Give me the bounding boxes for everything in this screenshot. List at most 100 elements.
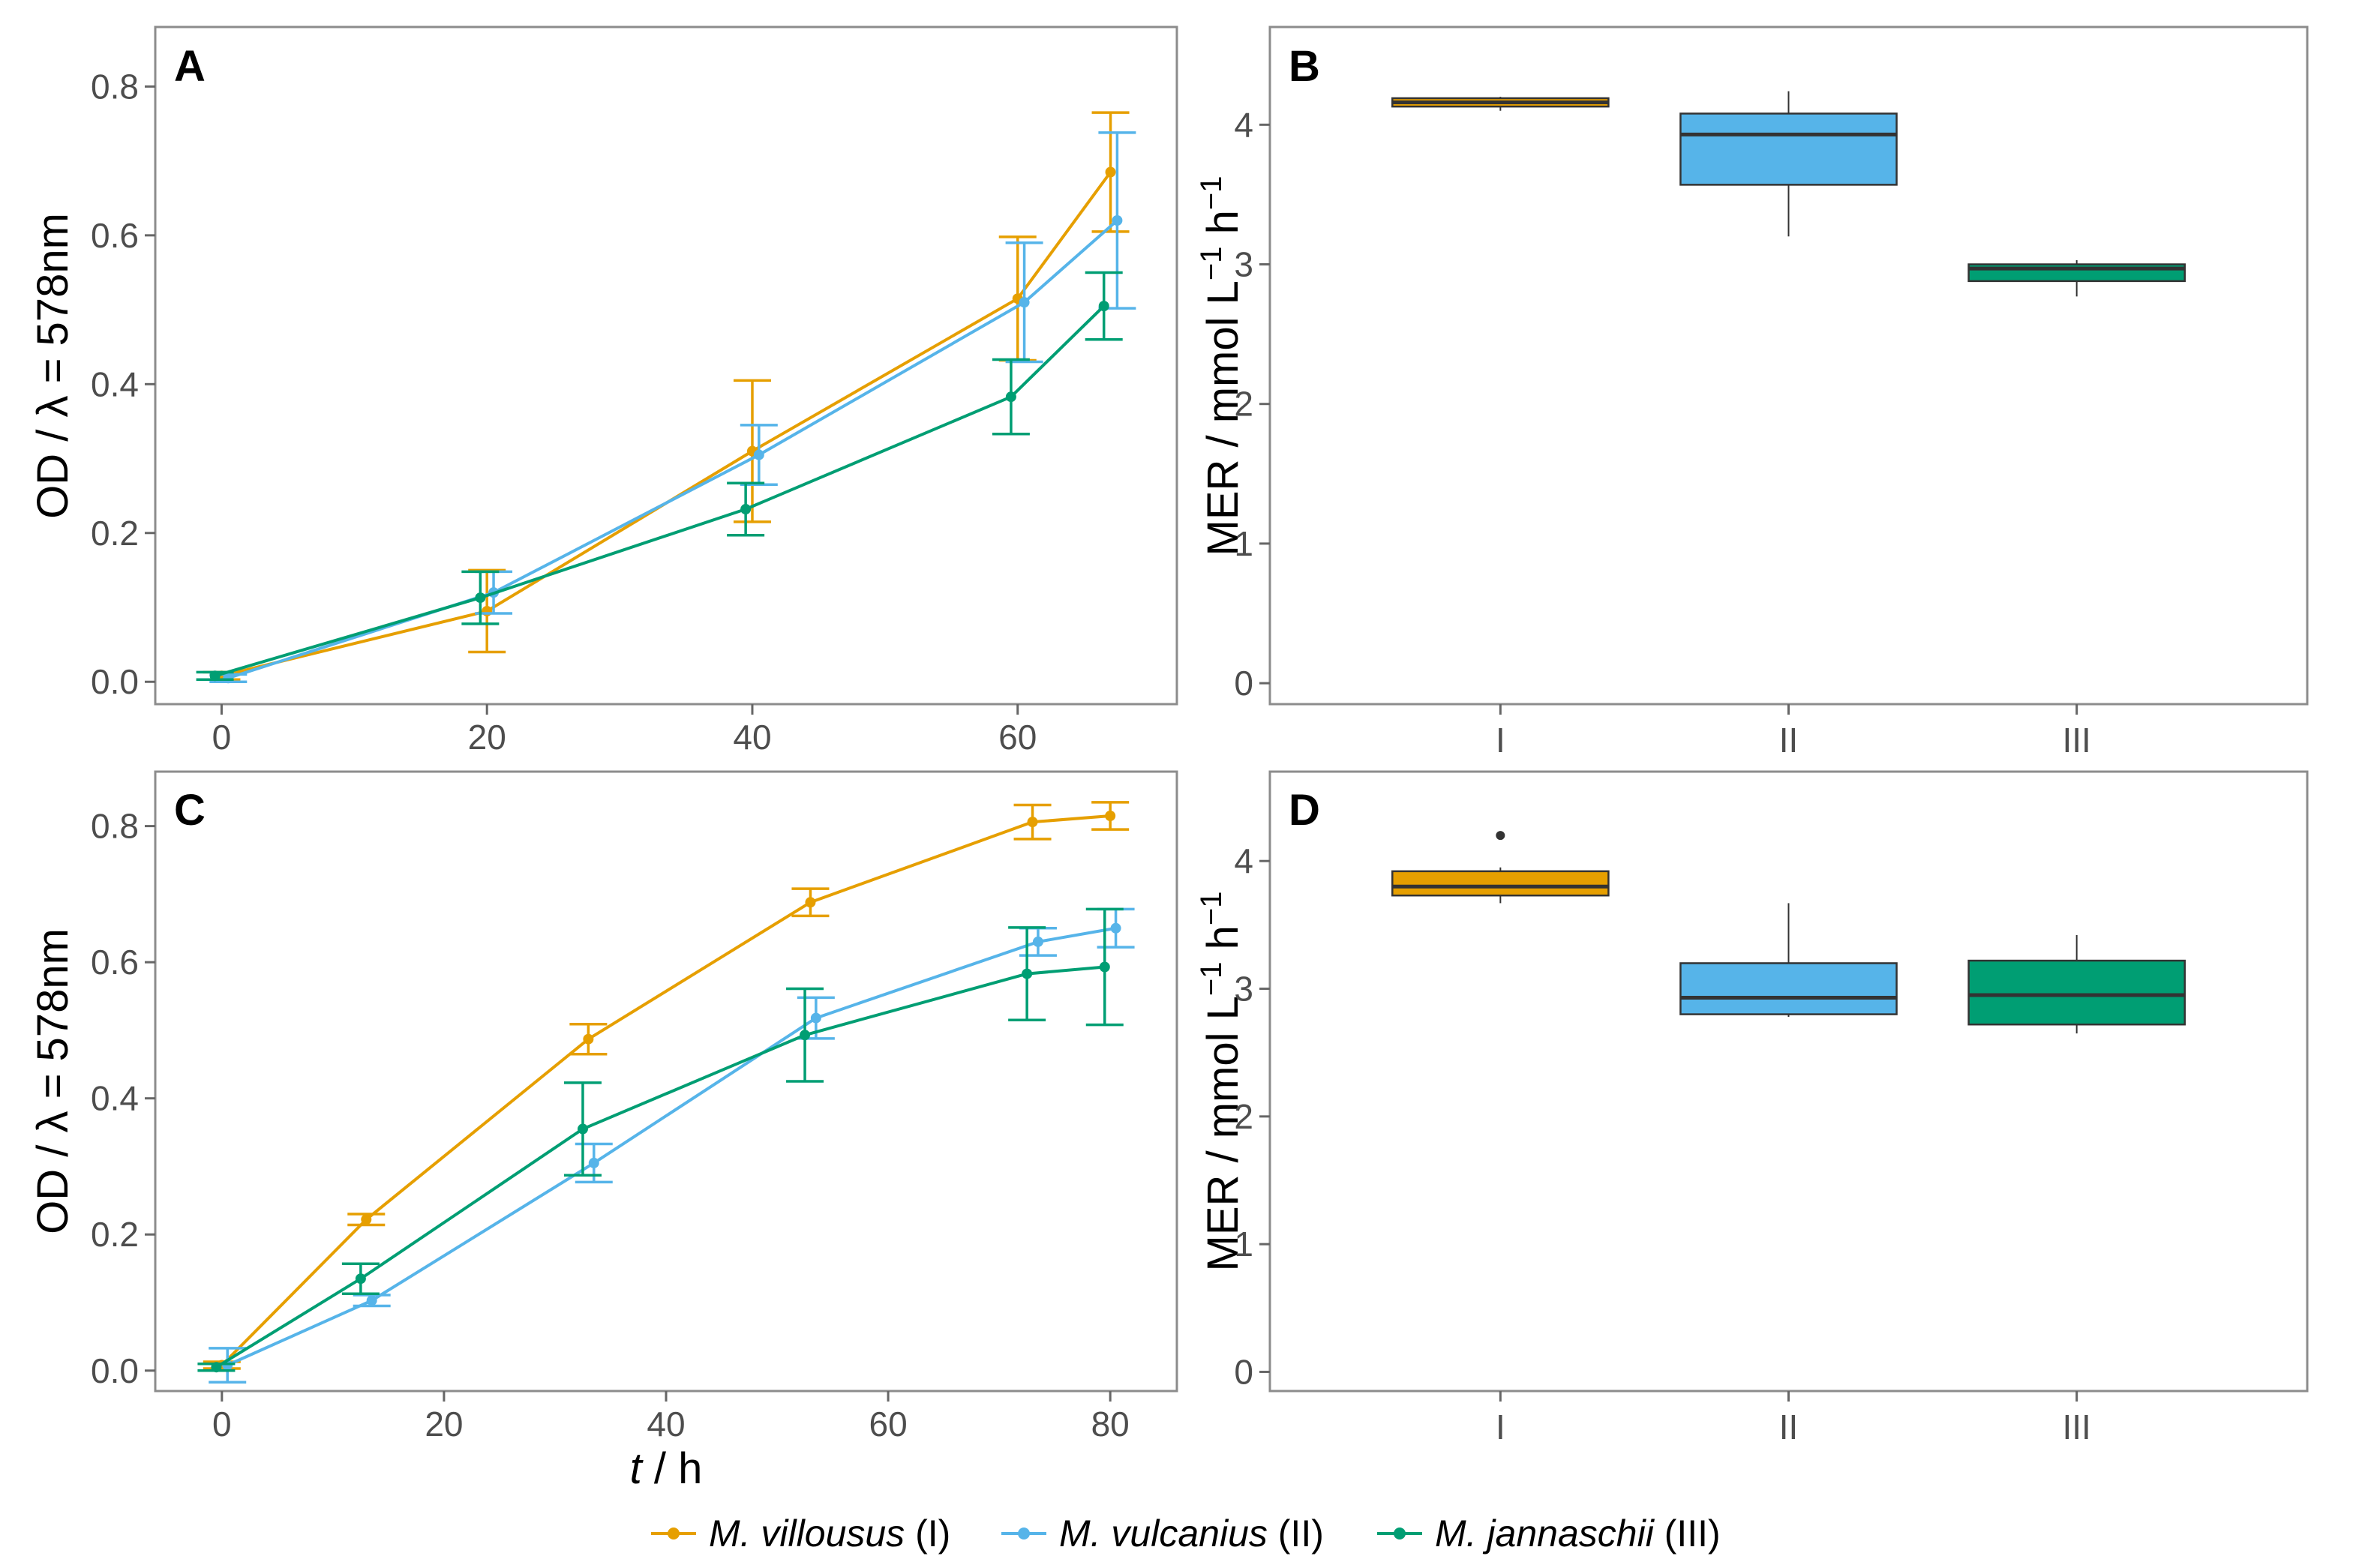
panel-c-data-point bbox=[1099, 961, 1110, 973]
panel-a-series-line bbox=[215, 304, 1106, 678]
legend-species-name: M. jannaschii bbox=[1435, 1513, 1655, 1555]
legend: M. villousus (I) M. vulcanius (II) M. ja… bbox=[651, 1513, 1721, 1555]
panel-a-data-point bbox=[1105, 166, 1116, 178]
panel-d-y-tick-label: 4 bbox=[1234, 841, 1253, 880]
panel-d-border bbox=[1268, 770, 2309, 1393]
panel-b-y-tick-label: 3 bbox=[1234, 245, 1253, 284]
panel-c-label: C bbox=[174, 786, 206, 835]
panel-c-x-tick-label: 80 bbox=[1091, 1405, 1130, 1444]
panel-c-x-tick-label: 0 bbox=[212, 1405, 232, 1444]
panel-b-label: B bbox=[1289, 42, 1320, 91]
panel-d-y-axis-title: MER / mmol L−1 h−1 bbox=[1195, 892, 1247, 1272]
panel-a-series-vulcanius bbox=[209, 131, 1136, 684]
panel-c-data-point bbox=[1105, 811, 1116, 821]
panel-d-x-tick-label: I bbox=[1496, 1408, 1505, 1447]
panel-a-border bbox=[154, 25, 1178, 706]
panel-b-x-tick-label: II bbox=[1779, 721, 1799, 760]
panel-c-data-point bbox=[1110, 922, 1121, 934]
panel-c-y-tick-label: 0.8 bbox=[91, 807, 139, 846]
panel-d-y-tick-label: 2 bbox=[1234, 1097, 1253, 1136]
panel-c-data-point bbox=[800, 1030, 811, 1041]
panel-d-label: D bbox=[1289, 786, 1320, 835]
panel-d-box-villousus bbox=[1391, 831, 1610, 904]
panel-d-y-tick-label: 3 bbox=[1234, 970, 1253, 1009]
panel-b-y-title-mid: h bbox=[1199, 210, 1247, 246]
panel-d-y-tick-label: 0 bbox=[1234, 1352, 1253, 1391]
panel-a-series-line bbox=[221, 171, 1112, 678]
legend-key-point bbox=[1394, 1528, 1406, 1540]
panel-c-data-point bbox=[361, 1214, 372, 1225]
panel-a-y-tick-label: 0.4 bbox=[91, 364, 139, 403]
legend-species-numeral: (III) bbox=[1654, 1513, 1721, 1555]
legend-item-vulcanius: M. vulcanius (II) bbox=[1001, 1513, 1324, 1555]
panel-b-y-tick-label: 2 bbox=[1234, 385, 1253, 424]
legend-key-point bbox=[668, 1528, 680, 1540]
panel-b-x-tick-label: III bbox=[2062, 721, 2090, 760]
panel-d-box-iqr bbox=[1967, 959, 2186, 1026]
legend-item-jannaschii: M. jannaschii (III) bbox=[1377, 1513, 1721, 1555]
panel-d-y-tick-label: 1 bbox=[1234, 1225, 1253, 1264]
panel-c-x-title-unit: / h bbox=[642, 1444, 703, 1493]
panel-a-data-point bbox=[482, 605, 493, 616]
panel-a-data-point bbox=[1005, 391, 1016, 403]
panel-a-series-jannaschii bbox=[196, 271, 1123, 682]
panel-d-box-jannaschii bbox=[1967, 934, 2186, 1034]
panel-b-box-iqr bbox=[1679, 112, 1898, 186]
legend-key-point bbox=[1018, 1528, 1030, 1540]
panel-a-series-line bbox=[227, 219, 1118, 680]
panel-c-series-vulcanius bbox=[209, 907, 1135, 1384]
panel-a-x-tick-label: 60 bbox=[998, 718, 1037, 757]
panel-c-x-axis-title: t / h bbox=[630, 1444, 703, 1493]
panel-b-box-jannaschii bbox=[1967, 259, 2186, 297]
legend-label-vulcanius: M. vulcanius (II) bbox=[1059, 1513, 1324, 1555]
panel-b-y-axis-title: MER / mmol L−1 h−1 bbox=[1195, 176, 1247, 556]
panel-c-data-point bbox=[366, 1295, 377, 1306]
panel-d-x-tick-label: II bbox=[1779, 1408, 1799, 1447]
panel-c-x-title-var: t bbox=[630, 1444, 644, 1493]
panel-c-data-point bbox=[577, 1123, 588, 1135]
panel-c-data-point bbox=[355, 1273, 366, 1285]
panel-b-x-tick-label: I bbox=[1496, 721, 1505, 760]
panel-d-y-title-sup2: −1 bbox=[1195, 892, 1228, 926]
panel-a-growth-curve: A OD / λ = 578nm 0.0 0.2 0.4 0.6 0.8 0 20 40 60 bbox=[29, 25, 1178, 757]
panel-a-y-tick-label: 0.8 bbox=[91, 67, 139, 106]
panel-a-data-point bbox=[753, 449, 764, 460]
panel-c-growth-curve: C OD / λ = 578nm t / h 0.0 0.2 0.4 0.6 0.8 0 2… bbox=[29, 770, 1178, 1493]
panel-d-x-tick-label: III bbox=[2062, 1408, 2090, 1447]
panel-d-outlier-point bbox=[1496, 831, 1505, 841]
panel-b-y-tick-label: 4 bbox=[1234, 105, 1253, 144]
panel-c-series-line bbox=[227, 926, 1116, 1367]
legend-label-villousus: M. villousus (I) bbox=[709, 1513, 950, 1555]
panel-a-series-villousus bbox=[203, 111, 1130, 682]
panel-c-y-tick-label: 0.4 bbox=[91, 1079, 139, 1118]
panel-a-data-point bbox=[1019, 297, 1030, 308]
panel-b-y-tick-label: 1 bbox=[1234, 524, 1253, 563]
legend-species-numeral: (I) bbox=[905, 1513, 950, 1555]
legend-species-name: M. vulcanius bbox=[1059, 1513, 1268, 1555]
panel-b-y-title-sup2: −1 bbox=[1195, 176, 1228, 211]
panel-d-y-title-sup1: −1 bbox=[1195, 962, 1228, 997]
legend-item-villousus: M. villousus (I) bbox=[651, 1513, 950, 1555]
panel-c-series-villousus bbox=[203, 801, 1130, 1371]
panel-b-y-title-sup1: −1 bbox=[1195, 247, 1228, 281]
panel-c-y-tick-label: 0.2 bbox=[91, 1215, 139, 1254]
panel-d-box-iqr bbox=[1391, 870, 1610, 897]
panel-c-series-line bbox=[221, 814, 1111, 1366]
panel-c-data-point bbox=[1022, 968, 1033, 979]
panel-c-border bbox=[154, 770, 1178, 1393]
panel-d-box-iqr bbox=[1679, 962, 1898, 1015]
panel-a-y-tick-label: 0.0 bbox=[91, 662, 139, 701]
panel-a-data-point bbox=[1112, 215, 1123, 226]
panel-c-data-point bbox=[1027, 817, 1038, 828]
panel-c-x-tick-label: 60 bbox=[869, 1405, 908, 1444]
panel-a-data-point bbox=[209, 670, 221, 682]
panel-a-data-point bbox=[740, 504, 752, 515]
panel-c-y-axis-title: OD / λ = 578nm bbox=[29, 928, 77, 1234]
panel-c-y-tick-label: 0.6 bbox=[91, 943, 139, 982]
panel-c-x-tick-label: 40 bbox=[647, 1405, 685, 1444]
panel-a-label: A bbox=[174, 42, 206, 91]
panel-c-series-jannaschii bbox=[197, 907, 1124, 1373]
panel-c-data-point bbox=[810, 1012, 821, 1024]
